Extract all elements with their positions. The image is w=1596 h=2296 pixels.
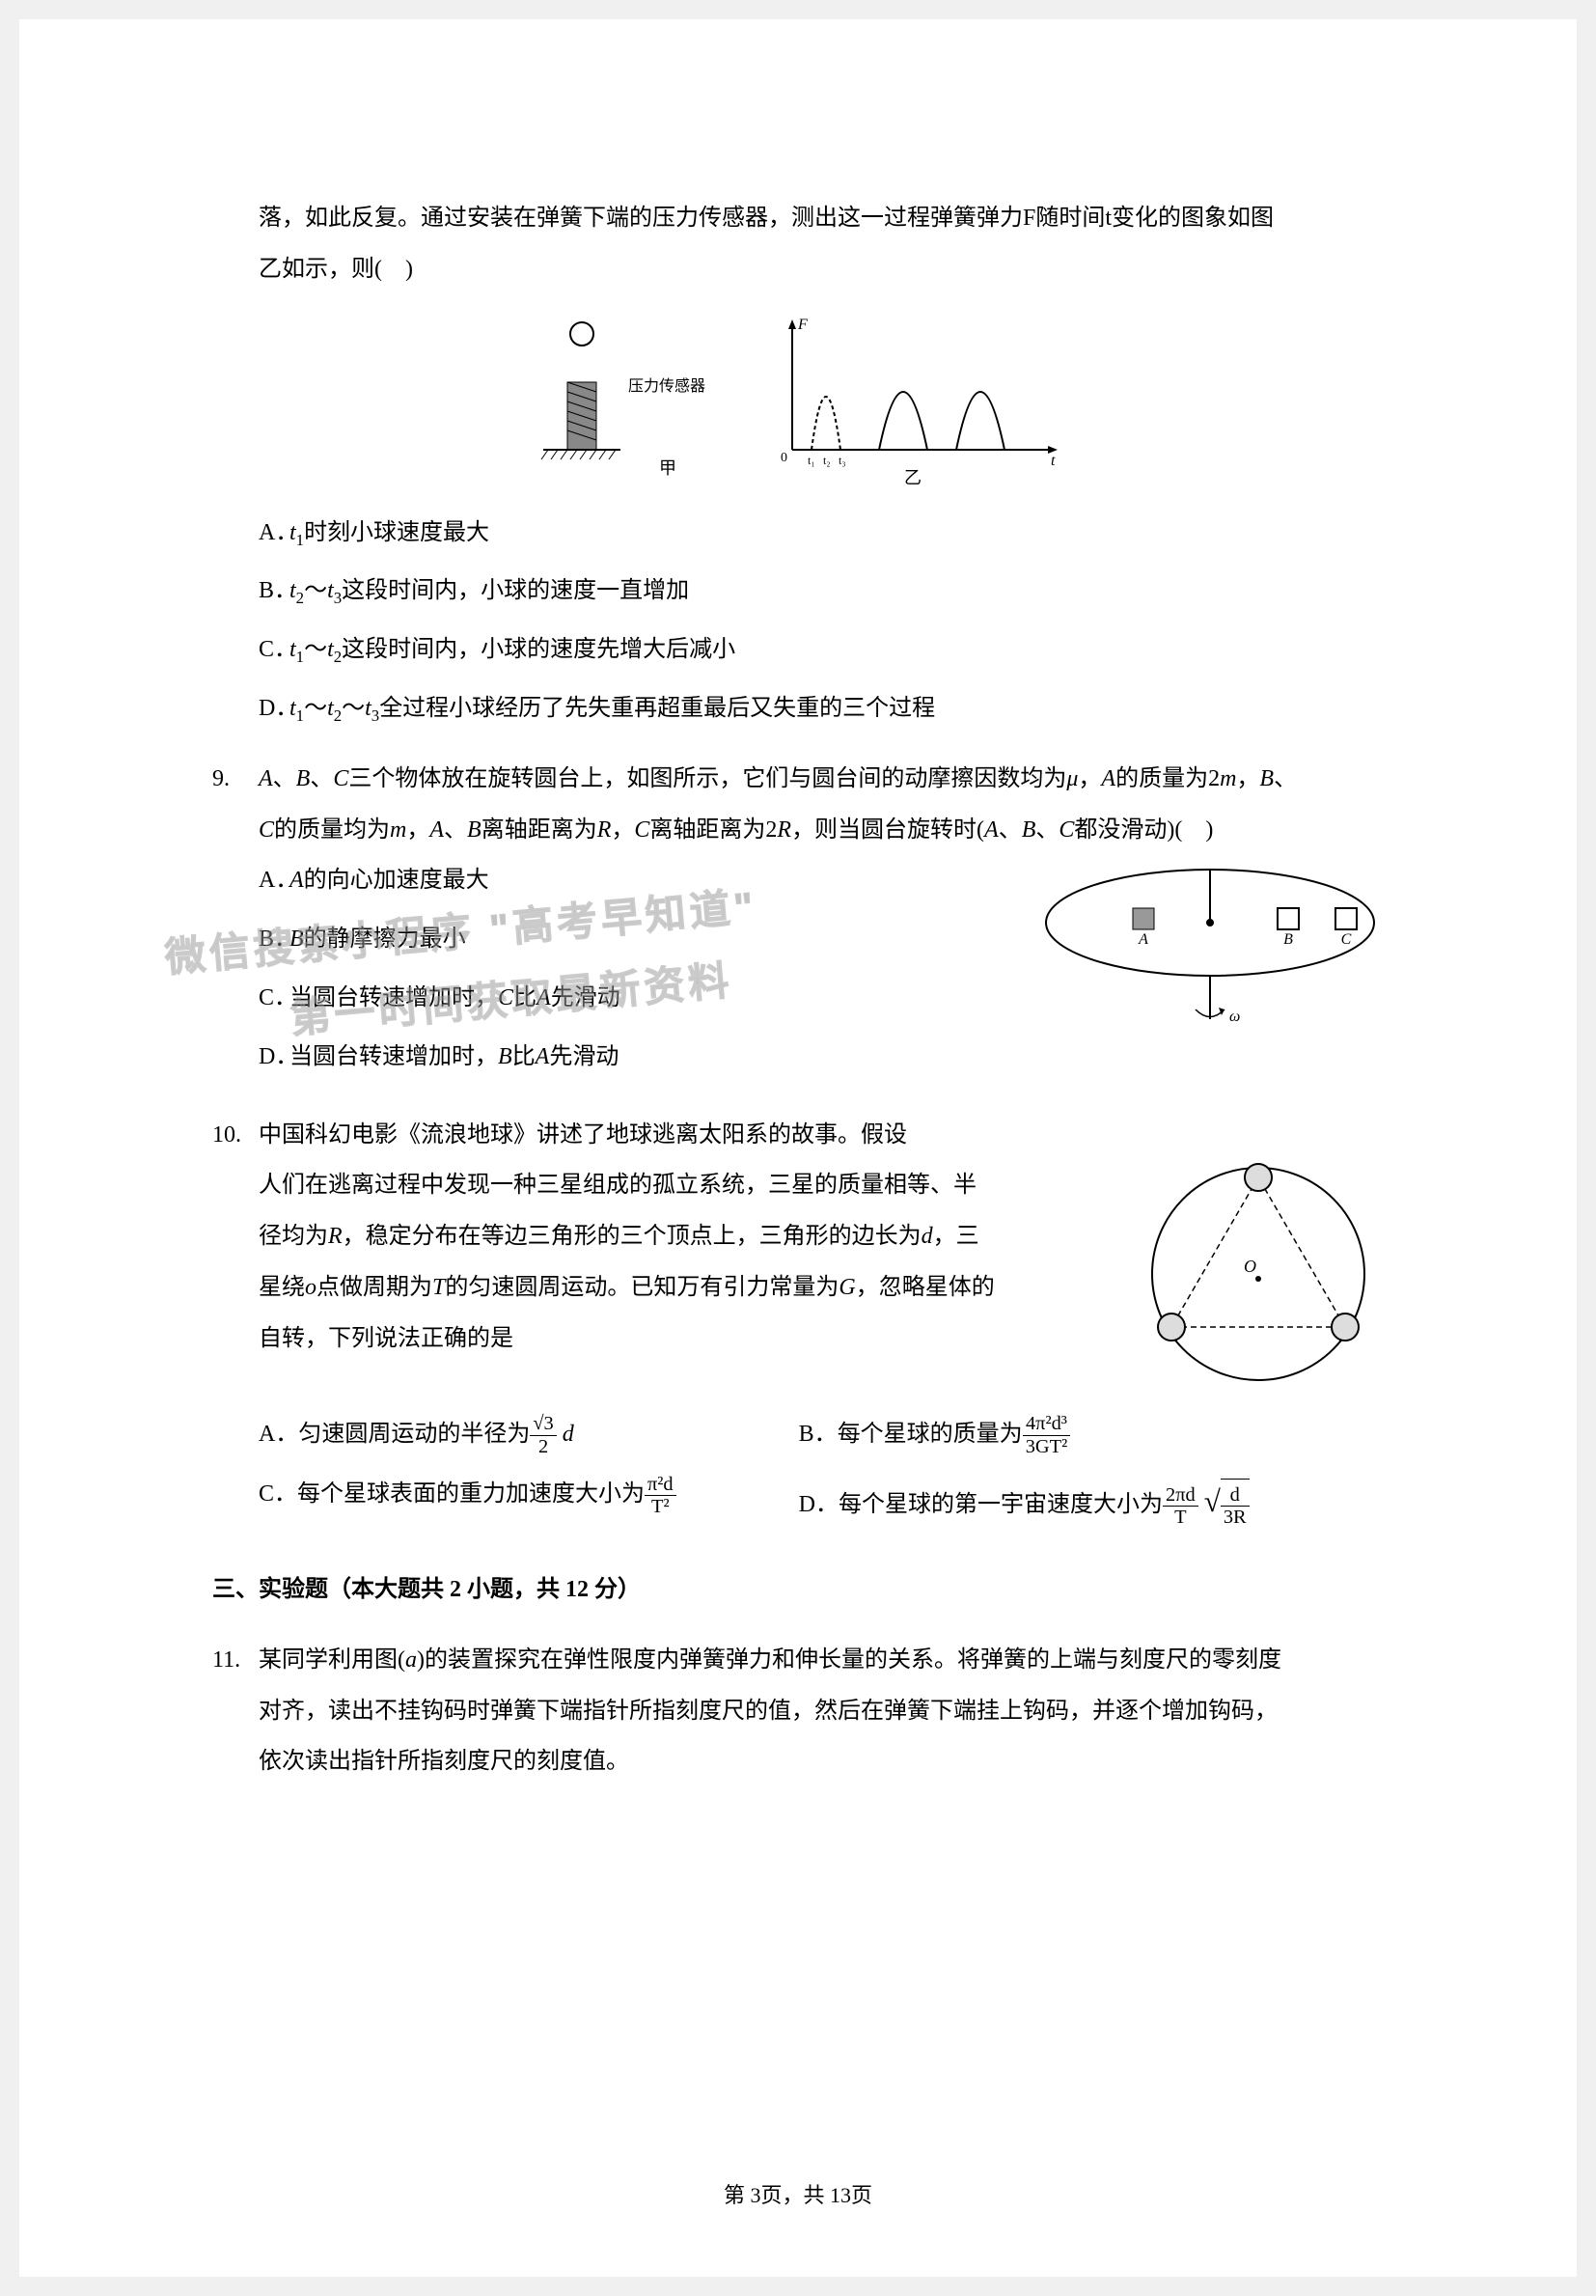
q8-optA-text: 时刻小球速度最大: [304, 520, 489, 545]
svg-text:乙: 乙: [904, 468, 922, 487]
q9-text1: A、B、C三个物体放在旋转圆台上，如图所示，它们与圆台间的动摩擦因数均为μ，A的…: [259, 754, 1384, 805]
q8-figures: 甲 压力传感器 F t 0 t₁ t₂ t₃ 乙: [212, 315, 1384, 488]
q10-option-D: D．每个星球的第一宇宙速度大小为2πdT √d3R: [799, 1469, 1339, 1535]
q10-option-A: A．匀速圆周运动的半径为√32 d: [259, 1409, 799, 1460]
q8-option-B: B．t2～t3这段时间内，小球的速度一直增加: [259, 566, 1384, 617]
q11-number: 11.: [212, 1635, 259, 1686]
svg-text:t₁: t₁: [808, 454, 815, 467]
svg-text:C: C: [1341, 931, 1352, 948]
q11-text3: 依次读出指针所指刻度尺的刻度值。: [259, 1736, 1384, 1787]
q8-option-A: A．t1时刻小球速度最大: [259, 508, 1384, 559]
q10-options: A．匀速圆周运动的半径为√32 d B．每个星球的质量为4π²d³3GT² C．…: [259, 1399, 1384, 1535]
svg-text:O: O: [1244, 1257, 1256, 1276]
svg-text:t: t: [1051, 453, 1056, 469]
svg-text:t₂: t₂: [823, 454, 831, 467]
label-D: D．: [259, 683, 289, 734]
svg-text:ω: ω: [1229, 1009, 1240, 1025]
jia-text: 甲: [659, 450, 676, 488]
q10-option-B: B．每个星球的质量为4π²d³3GT²: [799, 1409, 1339, 1460]
q8-optB-text: 这段时间内，小球的速度一直增加: [342, 578, 689, 603]
q10: 10. O 中国科幻电影《流浪地球》讲述了地球逃离太阳系的故事。假设 人们在逃离…: [212, 1110, 1384, 1535]
q11-text2: 对齐，读出不挂钩码时弹簧下端指针所指刻度尺的值，然后在弹簧下端挂上钩码，并逐个增…: [259, 1686, 1384, 1737]
q11-text1: 某同学利用图(a)的装置探究在弹性限度内弹簧弹力和伸长量的关系。将弹簧的上端与刻…: [259, 1635, 1384, 1686]
sensor-text: 压力传感器: [628, 370, 705, 403]
svg-text:0: 0: [781, 451, 787, 465]
q9: 9. A、B、C三个物体放在旋转圆台上，如图所示，它们与圆台间的动摩擦因数均为μ…: [212, 754, 1384, 1091]
section3-header: 三、实验题（本大题共 2 小题，共 12 分）: [212, 1564, 1384, 1616]
q10-figure-icon: O: [1133, 1148, 1384, 1399]
svg-text:t₃: t₃: [839, 454, 846, 467]
q11: 11. 某同学利用图(a)的装置探究在弹性限度内弹簧弹力和伸长量的关系。将弹簧的…: [212, 1635, 1384, 1787]
label-C: C．: [259, 624, 289, 676]
q8-optC-text: 这段时间内，小球的速度先增大后减小: [342, 637, 735, 662]
q8-continued: 落，如此反复。通过安装在弹簧下端的压力传感器，测出这一过程弹簧弹力F随时间t变化…: [212, 193, 1384, 734]
label-B: B．: [259, 566, 289, 617]
svg-text:A: A: [1138, 931, 1148, 948]
figure-yi-icon: F t 0 t₁ t₂ t₃ 乙: [763, 315, 1072, 488]
page-footer: 第 3页，共 13页: [19, 2172, 1577, 2219]
q9-option-D: D．当圆台转速增加时，B比A先滑动: [259, 1032, 1384, 1083]
exam-page: 落，如此反复。通过安装在弹簧下端的压力传感器，测出这一过程弹簧弹力F随时间t变化…: [19, 19, 1577, 2277]
q8-text-line2: 乙如示，则( ): [212, 244, 1384, 295]
q10-option-C: C．每个星球表面的重力加速度大小为π²dT²: [259, 1469, 799, 1535]
q8-option-C: C．t1～t2这段时间内，小球的速度先增大后减小: [259, 624, 1384, 676]
q8-option-D: D．t1～t2～t3全过程小球经历了先失重再超重最后又失重的三个过程: [259, 683, 1384, 734]
svg-text:B: B: [1283, 931, 1293, 948]
q9-number: 9.: [212, 754, 259, 805]
svg-text:F: F: [797, 317, 808, 333]
q8-optD-text: 全过程小球经历了先失重再超重最后又失重的三个过程: [379, 696, 935, 721]
q8-text-line1: 落，如此反复。通过安装在弹簧下端的压力传感器，测出这一过程弹簧弹力F随时间t变化…: [212, 193, 1384, 244]
q9-figure-icon: A B C ω: [1036, 845, 1384, 1038]
label-A: A．: [259, 508, 289, 559]
q10-number: 10.: [212, 1110, 259, 1161]
